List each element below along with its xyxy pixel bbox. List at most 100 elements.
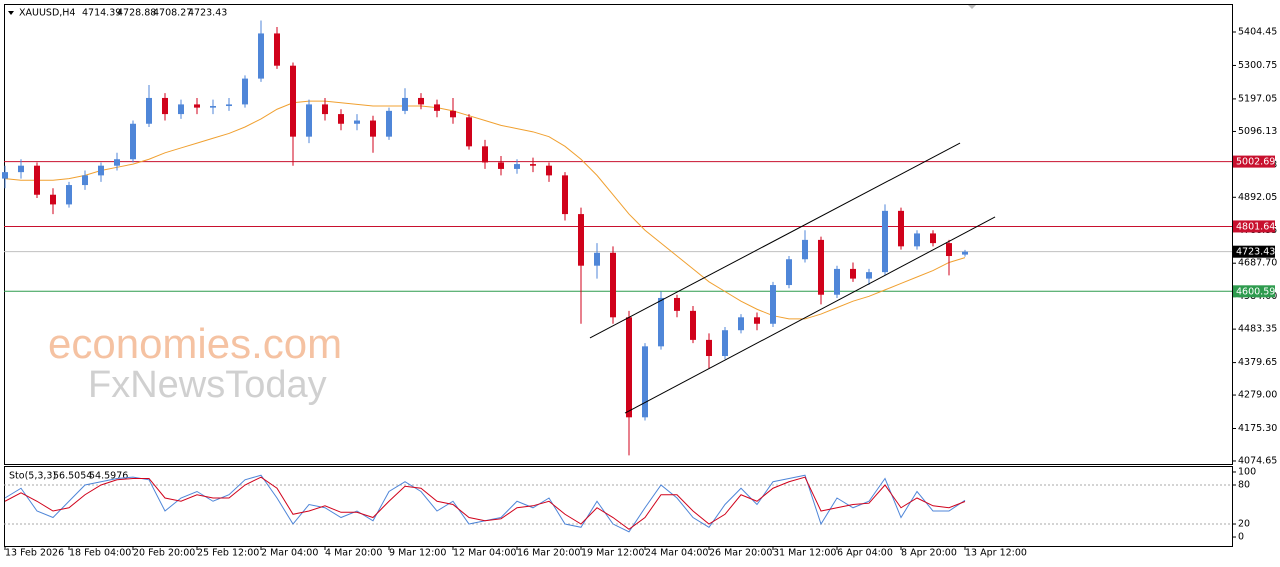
candle-body xyxy=(130,123,136,160)
candle-body xyxy=(450,110,456,118)
level-label-box xyxy=(1233,220,1275,233)
candle-body xyxy=(162,97,168,115)
x-tick-label: 31 Mar 12:00 xyxy=(773,548,836,559)
candle-body xyxy=(754,317,760,324)
x-tick-label: 24 Mar 04:00 xyxy=(645,548,708,559)
candle-body xyxy=(578,214,584,266)
symbol: XAUUSD,H4 xyxy=(19,8,75,19)
candle-body xyxy=(722,330,728,357)
candle-body xyxy=(786,259,792,286)
y-tick-label: 4687.70 xyxy=(1238,258,1277,269)
candle-body xyxy=(706,339,712,357)
candle-body xyxy=(66,185,72,205)
candle-body xyxy=(962,251,968,255)
oscillator-signal: 54.5976 xyxy=(89,471,128,482)
level-label: 5002.69 xyxy=(1236,157,1275,168)
y-tick-label: 5404.45 xyxy=(1238,27,1277,38)
candle-body xyxy=(882,210,888,273)
x-tick-label: 2 Mar 04:00 xyxy=(261,548,318,559)
candle-body xyxy=(210,106,216,108)
osc-tick-label: 80 xyxy=(1238,479,1250,490)
candle-body xyxy=(482,146,488,163)
candle-body xyxy=(642,346,648,418)
candle-body xyxy=(322,104,328,115)
candle-body xyxy=(818,239,824,295)
candle-body xyxy=(802,239,808,260)
candle-body xyxy=(258,33,264,79)
trendline xyxy=(589,142,961,339)
x-tick-label: 9 Mar 12:00 xyxy=(389,548,446,559)
y-tick-label: 5096.13 xyxy=(1238,126,1277,137)
candle-body xyxy=(546,165,552,176)
y-tick-label: 5197.05 xyxy=(1238,93,1277,104)
candle-body xyxy=(306,104,312,137)
candle-body xyxy=(514,164,520,169)
candle-body xyxy=(850,268,856,279)
osc-tick-label: 0 xyxy=(1238,532,1244,543)
y-tick-label: 5300.75 xyxy=(1238,60,1277,71)
candle-body xyxy=(434,104,440,111)
level-label-box xyxy=(1233,285,1275,298)
x-tick-label: 18 Feb 04:00 xyxy=(69,548,131,559)
candle-body xyxy=(658,297,664,347)
trendline xyxy=(624,216,996,414)
oscillator-header: Sto(5,3,3) 56.5054 54.5976 xyxy=(9,471,128,482)
candle-body xyxy=(898,210,904,247)
candle-body xyxy=(594,252,600,266)
candle-body xyxy=(674,297,680,311)
x-tick-label: 8 Apr 20:00 xyxy=(901,548,957,559)
x-tick-label: 12 Mar 04:00 xyxy=(453,548,516,559)
x-tick-label: 6 Apr 04:00 xyxy=(837,548,893,559)
x-tick-label: 13 Feb 2026 xyxy=(5,548,64,559)
candle-body xyxy=(178,104,184,115)
candle-body xyxy=(242,78,248,105)
moving-average xyxy=(4,100,966,320)
candle-body xyxy=(770,285,776,324)
candle-body xyxy=(82,175,88,186)
main-panel xyxy=(4,4,1233,465)
candle-body xyxy=(914,233,920,247)
high: 4728.88 xyxy=(117,8,156,19)
candle-body xyxy=(834,268,840,295)
y-tick-label: 4379.65 xyxy=(1238,357,1277,368)
candle-body xyxy=(226,104,232,107)
level-label-box xyxy=(1233,155,1275,168)
candle-body xyxy=(690,310,696,340)
osc-tick-label: 20 xyxy=(1238,519,1250,530)
candle-body xyxy=(626,317,632,418)
candle-body xyxy=(114,159,120,166)
candle-body xyxy=(194,104,200,108)
candle-body xyxy=(290,65,296,137)
open: 4714.39 xyxy=(82,8,121,19)
watermark: FxNewsToday xyxy=(88,364,327,406)
oscillator-title: Sto(5,3,3) xyxy=(9,471,56,482)
candle-body xyxy=(530,164,536,166)
osc-tick-label: 100 xyxy=(1238,466,1256,477)
candle-body xyxy=(98,165,104,176)
candle-body xyxy=(402,97,408,111)
oscillator-main: 56.5054 xyxy=(53,471,92,482)
candle-body xyxy=(930,233,936,244)
candle-body xyxy=(338,114,344,124)
candle-body xyxy=(418,97,424,105)
x-tick-label: 4 Mar 20:00 xyxy=(325,548,382,559)
shift-marker xyxy=(968,5,976,9)
candle-body xyxy=(146,97,152,124)
candle-body xyxy=(738,317,744,331)
low: 4708.27 xyxy=(153,8,192,19)
candle-body xyxy=(274,33,280,66)
candle-body xyxy=(370,120,376,137)
candle-body xyxy=(562,175,568,215)
candle-body xyxy=(946,243,952,257)
level-label: 4600.59 xyxy=(1236,286,1275,297)
oscillator-panel xyxy=(4,466,1233,547)
candle-body xyxy=(866,272,872,279)
candle-body xyxy=(2,172,8,179)
candle-body xyxy=(354,120,360,124)
candle-body xyxy=(50,194,56,205)
x-tick-label: 25 Feb 12:00 xyxy=(197,548,259,559)
y-tick-label: 4074.65 xyxy=(1238,455,1277,466)
candle-body xyxy=(466,117,472,147)
